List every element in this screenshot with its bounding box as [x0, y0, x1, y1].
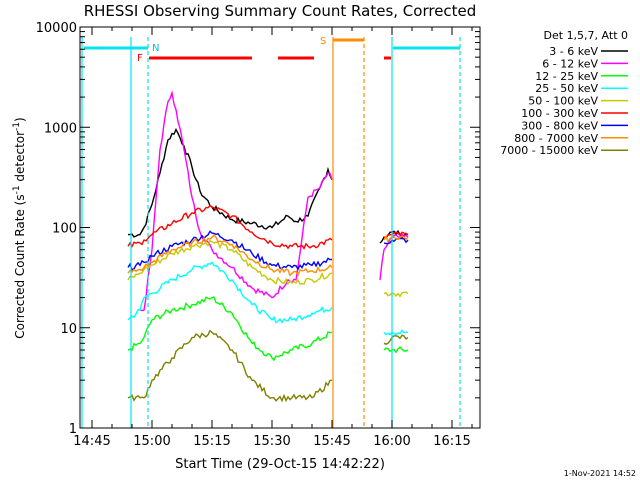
y-tick-label: 1000	[44, 121, 77, 136]
y-tick-label: 10	[60, 322, 77, 337]
legend-label-2: 12 - 25 keV	[535, 70, 598, 83]
legend-header: Det 1,5,7, Att 0	[544, 29, 628, 42]
series-line-5	[127, 204, 409, 250]
legend-label-0: 3 - 6 keV	[549, 45, 598, 58]
x-tick-label: 16:00	[373, 434, 410, 449]
x-tick-label: 15:00	[133, 434, 170, 449]
render-timestamp: 1-Nov-2021 14:52	[564, 469, 636, 478]
x-axis-label: Start Time (29-Oct-15 14:42:22)	[175, 457, 385, 472]
y-tick-label: 10000	[36, 21, 77, 36]
series-line-8	[127, 329, 409, 403]
x-tick-label: 15:15	[193, 434, 230, 449]
x-tick-label: 14:45	[73, 434, 110, 449]
legend-label-4: 50 - 100 keV	[528, 95, 598, 108]
legend-label-6: 300 - 800 keV	[521, 119, 598, 132]
series-line-2	[127, 296, 409, 362]
chart-title: RHESSI Observing Summary Count Rates, Co…	[84, 2, 477, 20]
flag-n-label: N	[152, 43, 159, 54]
x-tick-label: 15:30	[253, 434, 290, 449]
legend-label-5: 100 - 300 keV	[521, 107, 598, 120]
series-line-4	[127, 239, 409, 298]
y-axis-label: Corrected Count Rate (s-1 detector-1)	[12, 117, 27, 338]
legend-label-7: 800 - 7000 keV	[514, 132, 598, 145]
series-line-3	[127, 261, 409, 336]
y-tick-label: 1	[69, 422, 77, 437]
legend-label-8: 7000 - 15000 keV	[500, 144, 598, 157]
series-line-1	[139, 90, 409, 312]
axes: 1 10 100 1000 10000 14:45 15:00 15:15 15:30 15:45…	[36, 21, 481, 449]
y-tick-label: 100	[52, 222, 77, 237]
flag-f-label: F	[137, 53, 143, 64]
flag-s-label: S	[320, 36, 326, 47]
plot-frame	[79, 26, 481, 429]
legend-label-1: 6 - 12 keV	[542, 57, 598, 70]
series-line-7	[127, 234, 409, 277]
legend-label-3: 25 - 50 keV	[535, 82, 598, 95]
x-tick-label: 15:45	[313, 434, 350, 449]
x-tick-label: 16:15	[433, 434, 470, 449]
plot-area: FN S	[81, 36, 461, 428]
